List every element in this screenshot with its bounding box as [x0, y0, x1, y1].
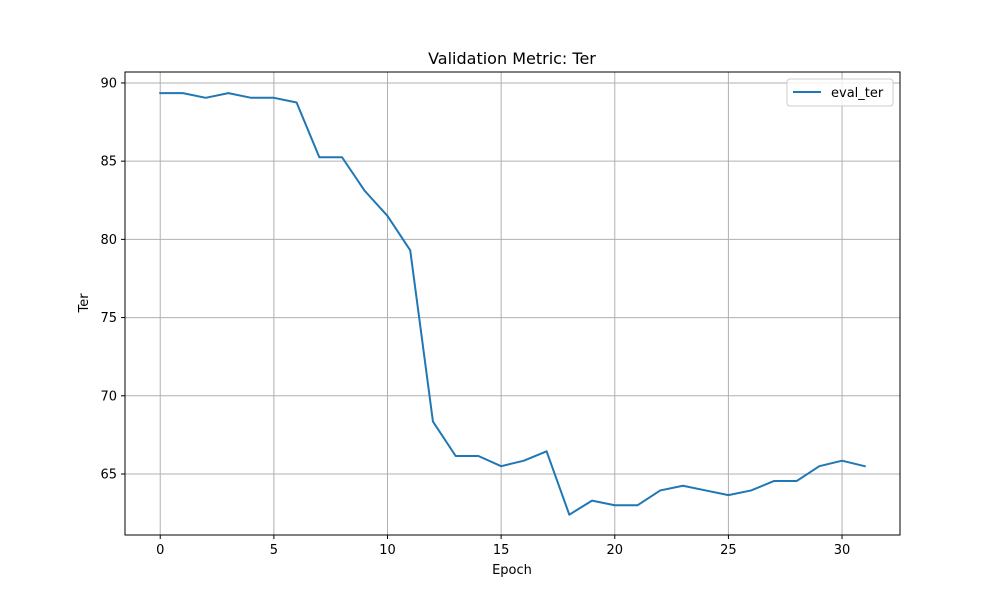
y-axis-title: Ter [77, 293, 92, 314]
x-tick-label: 20 [606, 543, 623, 558]
y-tick-label: 80 [100, 233, 117, 248]
x-axis-ticks: 0 5 10 15 20 25 30 [156, 535, 850, 558]
y-tick-label: 85 [100, 155, 117, 170]
plot-area-frame [124, 71, 901, 536]
y-axis-ticks: 65 70 75 80 85 90 [100, 76, 125, 482]
x-tick-label: 30 [834, 543, 851, 558]
y-tick-label: 65 [100, 467, 117, 482]
series-line-eval_ter [159, 92, 866, 516]
legend: eval_ter [786, 78, 894, 107]
grid [125, 72, 900, 535]
y-tick-label: 90 [100, 76, 117, 91]
x-tick-label: 10 [379, 543, 396, 558]
chart-title: Validation Metric: Ter [428, 49, 596, 68]
y-tick-label: 75 [100, 311, 117, 326]
x-tick-label: 15 [493, 543, 510, 558]
series-layer [159, 92, 866, 516]
x-tick-label: 0 [156, 543, 164, 558]
y-tick-label: 70 [100, 389, 117, 404]
x-tick-label: 5 [270, 543, 278, 558]
legend-box [786, 78, 894, 107]
x-axis-title: Epoch [492, 563, 532, 578]
x-tick-label: 25 [720, 543, 737, 558]
legend-label: eval_ter [831, 86, 884, 101]
